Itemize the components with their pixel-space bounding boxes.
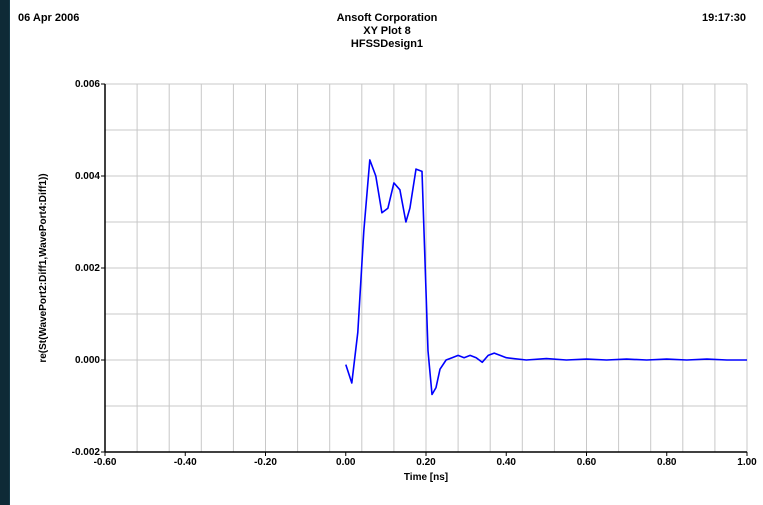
x-tick-label: 0.20	[416, 457, 436, 468]
company-name: Ansoft Corporation	[336, 12, 438, 24]
y-tick-label: 0.002	[75, 263, 100, 274]
y-tick-label: -0.002	[72, 447, 101, 458]
y-tick-label: 0.004	[75, 171, 100, 182]
series-layer	[345, 159, 748, 396]
y-tick-label: 0.006	[75, 79, 100, 90]
x-tick-label: -0.40	[174, 457, 197, 468]
y-axis-label: re(St(WavePort2:Diff1,WavePort4:Diff1))	[38, 173, 49, 362]
plot-titles: Ansoft Corporation XY Plot 8 HFSSDesign1	[10, 12, 763, 51]
x-tick-label: 0.40	[497, 457, 517, 468]
tick-labels: -0.60 -0.40 -0.20 0.00 0.20 0.40 0.60 0.80 1.00 -…	[72, 79, 758, 468]
report-date: 06 Apr 2006	[18, 12, 80, 24]
x-tick-label: 0.60	[577, 457, 597, 468]
plot-title: XY Plot 8	[363, 25, 411, 37]
x-axis-label: Time [ns]	[404, 472, 448, 483]
x-tick-label: 0.00	[336, 457, 356, 468]
x-tick-label: 0.80	[657, 457, 677, 468]
report-time: 19:17:30	[701, 12, 746, 24]
x-tick-label: -0.20	[254, 457, 277, 468]
series-line	[345, 159, 747, 396]
x-tick-label: -0.60	[94, 457, 117, 468]
xy-plot-chart[interactable]: -0.60 -0.40 -0.20 0.00 0.20 0.40 0.60 0.80 1.00 -…	[10, 0, 763, 505]
design-name: HFSSDesign1	[350, 38, 424, 50]
plot-window: 06 Apr 2006 Ansoft Corporation XY Plot 8…	[9, 0, 763, 505]
y-tick-label: 0.000	[75, 355, 100, 366]
x-tick-label: 1.00	[737, 457, 757, 468]
axes	[101, 83, 748, 456]
